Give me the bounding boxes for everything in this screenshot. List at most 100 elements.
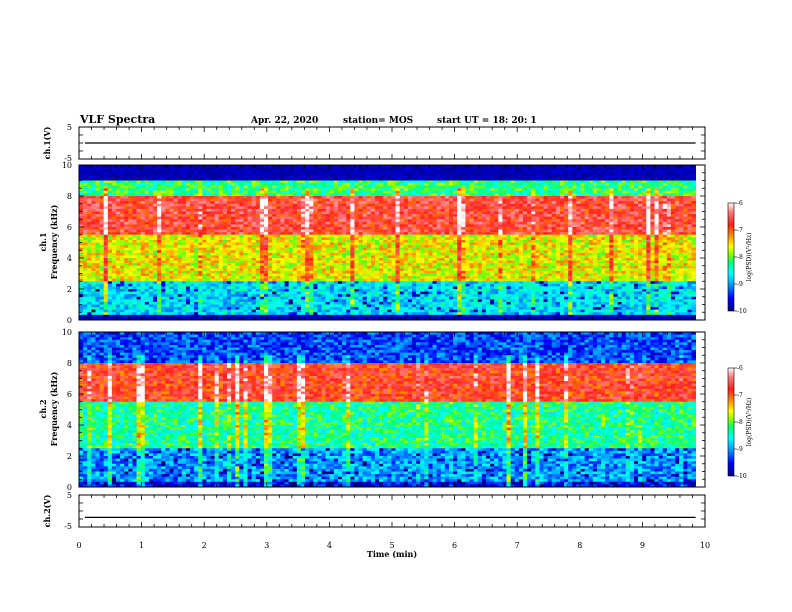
spectrogram-ch1-cell — [296, 190, 302, 194]
spectrogram-ch1-cell — [263, 232, 269, 236]
spectrogram-ch1-cell — [288, 245, 294, 249]
spectrogram-ch1-cell — [194, 201, 199, 205]
spectrogram-ch1-cell — [317, 229, 322, 233]
spectrogram-ch1-cell — [169, 221, 174, 225]
spectrogram-ch1-cell — [374, 229, 380, 233]
spectrogram-ch1-cell — [79, 193, 84, 197]
spectrogram-ch1-cell — [276, 172, 281, 176]
spectrogram-ch1-cell — [559, 214, 565, 218]
spectrogram-ch1-cell — [551, 203, 557, 207]
spectrogram-ch1-cell — [424, 237, 429, 241]
spectrogram-ch1-cell — [679, 170, 684, 174]
spectrogram-ch1-cell — [173, 188, 179, 192]
spectrogram-ch1-cell — [539, 180, 544, 184]
spectrogram-ch1-cell — [181, 229, 187, 233]
spectrogram-ch1-cell — [457, 185, 462, 189]
spectrogram-ch1-cell — [490, 208, 495, 212]
spectrogram-ch1-cell — [128, 242, 133, 246]
spectrogram-ch1-cell — [268, 196, 273, 199]
spectrogram-ch1-cell — [391, 206, 396, 210]
spectrogram-ch1-cell — [185, 214, 191, 218]
spectrogram-ch1-cell — [296, 201, 302, 205]
spectrogram-ch1-cell — [592, 211, 598, 215]
spectrogram-ch1-cell — [91, 193, 96, 197]
spectrogram-ch1-cell — [185, 237, 191, 241]
spectrogram-ch1-cell — [465, 175, 470, 179]
spectrogram-ch1-cell — [218, 198, 224, 202]
spectrogram-ch1-cell — [592, 193, 598, 197]
spectrogram-ch1-cell — [580, 188, 586, 192]
spectrogram-ch1-cell — [650, 177, 655, 181]
spectrogram-ch1-cell — [235, 196, 240, 199]
spectrogram-ch1-cell — [194, 180, 199, 184]
spectrogram-ch1-cell — [132, 214, 137, 218]
spectrogram-ch1-cell — [522, 221, 528, 225]
spectrogram-ch1-cell — [395, 224, 401, 228]
spectrogram-ch1-cell — [395, 190, 401, 194]
spectrogram-ch1-cell — [679, 206, 684, 210]
spectrogram-ch1-cell — [535, 165, 540, 168]
spectrogram-ch1-cell — [292, 237, 298, 241]
spectrogram-ch1-cell — [592, 185, 598, 189]
spectrogram-ch1-cell — [547, 175, 553, 179]
spectrogram-ch1-cell — [358, 183, 364, 187]
spectrogram-ch1-cell — [416, 180, 421, 184]
spectrogram-ch1-cell — [629, 227, 635, 230]
spectrogram-ch1-cell — [687, 196, 692, 199]
spectrogram-ch1-cell — [605, 165, 610, 168]
spectrogram-ch1-cell — [440, 221, 446, 225]
spectrogram-ch1-cell — [642, 239, 647, 243]
spectrogram-ch1-cell — [325, 170, 331, 174]
spectrogram-ch1-cell — [284, 245, 290, 249]
spectrogram-ch1-cell — [305, 211, 310, 215]
spectrogram-ch1-cell — [535, 221, 540, 225]
spectrogram-ch1-cell — [202, 172, 207, 176]
spectrogram-ch1-cell — [522, 232, 528, 236]
spectrogram-ch1-cell — [395, 170, 401, 174]
spectrogram-ch1-cell — [555, 214, 561, 218]
spectrogram-ch1-cell — [432, 185, 438, 189]
spectrogram-ch1-cell — [111, 193, 117, 197]
spectrogram-ch1-cell — [650, 183, 655, 187]
spectrogram-ch1-cell — [95, 198, 100, 202]
spectrogram-ch1-cell — [358, 216, 364, 220]
spectrogram-ch1-cell — [411, 188, 417, 192]
spectrogram-ch1-cell — [103, 208, 109, 212]
spectrogram-ch1-cell — [128, 237, 133, 241]
spectrogram-ch1-cell — [128, 227, 133, 230]
spectrogram-ch1-cell — [222, 183, 228, 187]
spectrogram-ch1-cell — [321, 216, 327, 220]
spectrogram-ch1-cell — [399, 172, 405, 176]
spectrogram-ch1-cell — [152, 201, 158, 205]
spectrogram-ch1-cell — [609, 237, 614, 241]
spectrogram-ch1-cell — [646, 224, 651, 228]
spectrogram-ch1-cell — [206, 239, 211, 243]
spectrogram-ch1-cell — [99, 247, 105, 251]
spectrogram-ch1-cell — [300, 201, 306, 205]
spectrogram-ch1-cell — [596, 167, 602, 171]
spectrogram-ch1-cell — [399, 175, 405, 179]
spectrogram-ch1-cell — [666, 242, 672, 246]
spectrogram-ch1-cell — [633, 214, 639, 218]
spectrogram-ch1-cell — [584, 214, 590, 218]
spectrogram-ch1-cell — [231, 216, 236, 220]
spectrogram-ch1-cell — [309, 216, 314, 220]
spectrogram-ch1-cell — [535, 208, 540, 212]
spectrogram-ch1-cell — [633, 165, 639, 168]
spectrogram-ch1-cell — [185, 177, 191, 181]
spectrogram-ch1-cell — [198, 245, 203, 249]
spectrogram-ch1-cell — [625, 175, 631, 179]
spectrogram-ch1-cell — [584, 188, 590, 192]
spectrogram-ch1-cell — [313, 234, 318, 238]
spectrogram-ch1-cell — [679, 172, 684, 176]
spectrogram-ch1-cell — [177, 214, 183, 218]
spectrogram-ch1-cell — [366, 245, 372, 249]
spectrogram-ch1-cell — [124, 203, 129, 207]
spectrogram-ch1-cell — [280, 211, 285, 215]
spectrogram-ch1-cell — [539, 227, 544, 230]
spectrogram-ch1-cell — [572, 175, 577, 179]
spectrogram-ch1-cell — [609, 196, 614, 199]
spectrogram-ch1-cell — [346, 180, 351, 184]
spectrogram-ch1-cell — [539, 216, 544, 220]
spectrogram-ch1-cell — [646, 234, 651, 238]
